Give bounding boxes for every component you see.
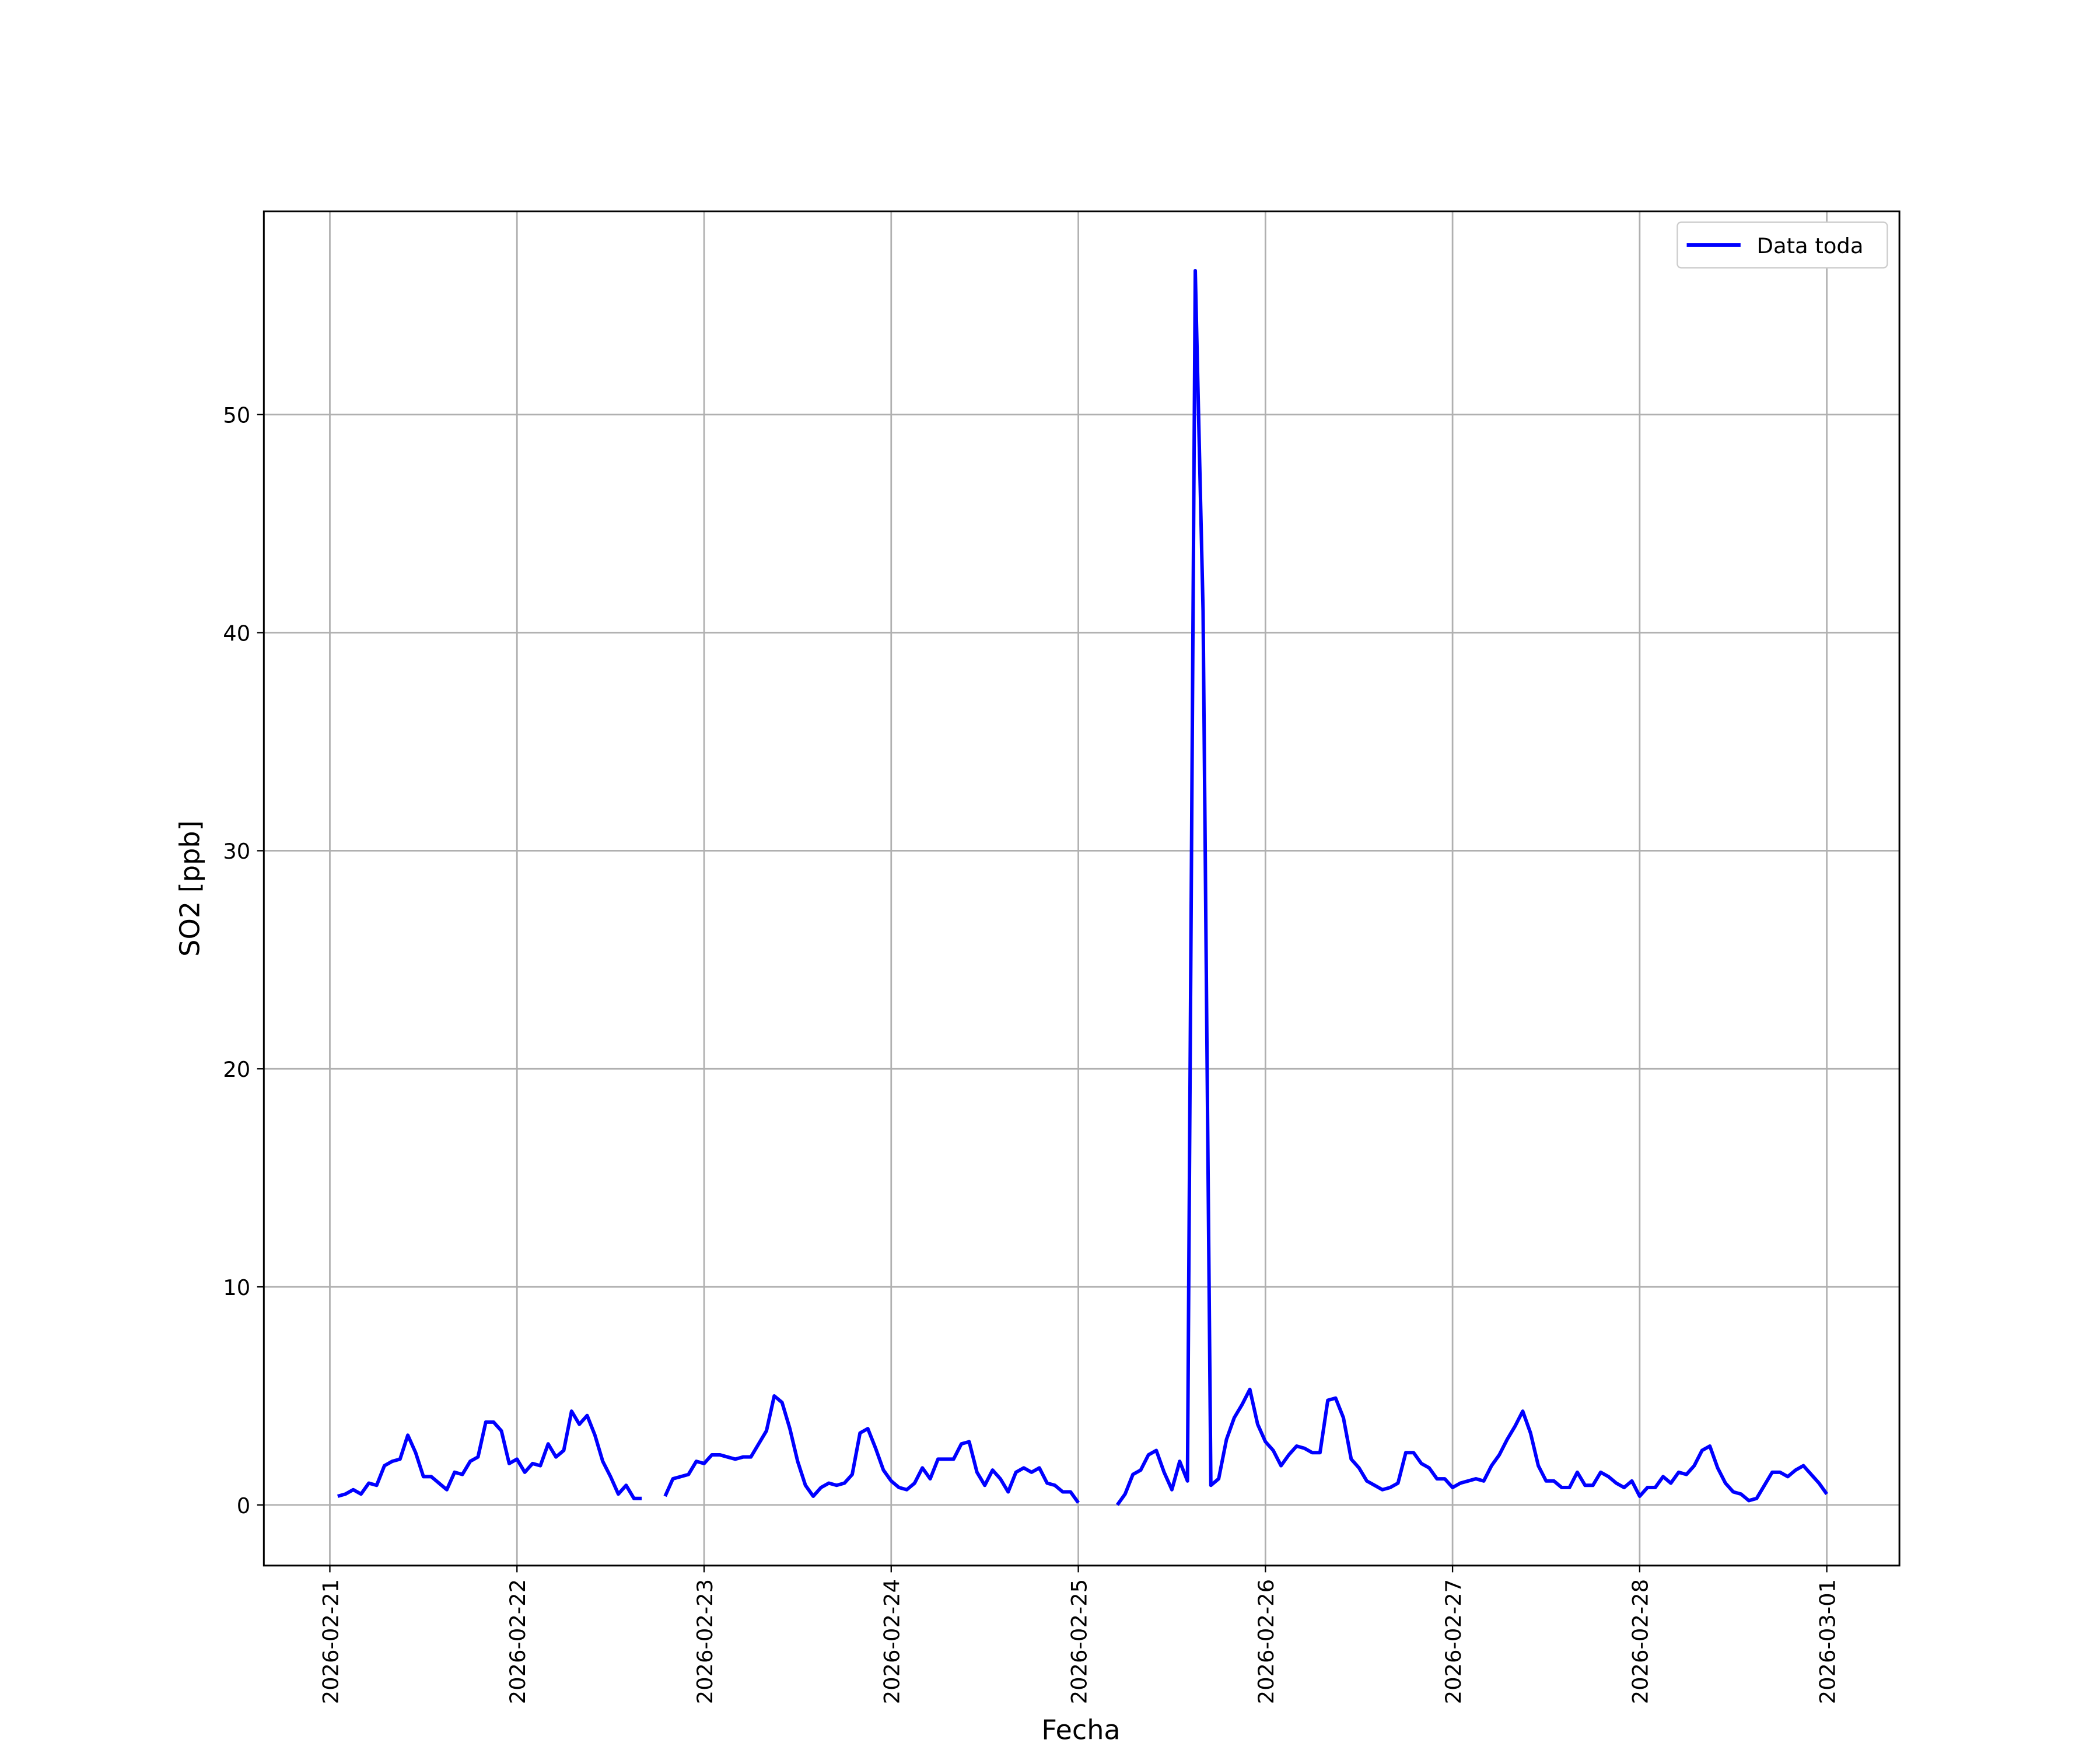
legend-label: Data toda	[1757, 233, 1864, 258]
plot-frame	[262, 210, 1901, 1567]
y-tick-label: 40	[223, 621, 250, 646]
x-tick-label: 2026-02-21	[318, 1579, 343, 1704]
x-tick-label: 2026-02-26	[1254, 1579, 1279, 1704]
x-tick-label: 2026-02-27	[1441, 1579, 1466, 1704]
data-line	[337, 268, 1829, 1506]
x-tick-label: 2026-02-25	[1066, 1579, 1091, 1704]
x-axis-label: Fecha	[1041, 1714, 1120, 1746]
legend-box	[1676, 221, 1888, 269]
x-tick-label: 2026-02-23	[692, 1579, 718, 1704]
x-tick-label: 2026-03-01	[1815, 1579, 1840, 1704]
x-tick-label: 2026-02-24	[880, 1579, 905, 1704]
y-tick-label: 10	[223, 1275, 250, 1300]
y-tick-label: 50	[223, 403, 250, 428]
x-tick-label: 2026-02-22	[505, 1579, 530, 1704]
y-axis-label: SO2 [ppb]	[174, 820, 206, 957]
y-tick-label: 0	[237, 1493, 250, 1518]
x-tick-label: 2026-02-28	[1628, 1579, 1653, 1704]
y-tick-label: 20	[223, 1057, 250, 1082]
y-tick-label: 30	[223, 839, 250, 864]
